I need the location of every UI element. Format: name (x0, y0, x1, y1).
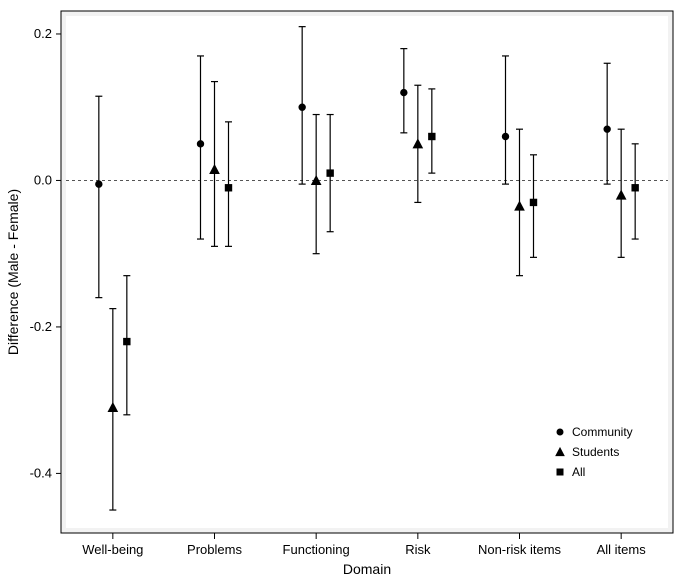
y-axis-label: Difference (Male - Female) (5, 189, 21, 355)
x-tick-label: Well-being (82, 542, 143, 557)
y-tick-label: -0.4 (30, 465, 52, 480)
x-tick-label: Risk (405, 542, 431, 557)
chart-container: { "chart": { "type": "errorbar", "width"… (0, 0, 685, 583)
x-tick-label: Non-risk items (478, 542, 562, 557)
legend-label-students: Students (572, 445, 619, 459)
x-tick-label: All items (597, 542, 647, 557)
y-tick-label: 0.2 (34, 26, 52, 41)
y-tick-label: 0.0 (34, 172, 52, 187)
legend-label-all: All (572, 465, 585, 479)
errorbar-chart: -0.4 -0.2 0.0 0.2 Difference (Male - Female)… (0, 0, 685, 583)
x-axis-label: Domain (343, 561, 391, 577)
legend-label-community: Community (572, 425, 633, 439)
x-tick-label: Functioning (283, 542, 350, 557)
x-tick-label: Problems (187, 542, 242, 557)
y-tick-label: -0.2 (30, 319, 52, 334)
